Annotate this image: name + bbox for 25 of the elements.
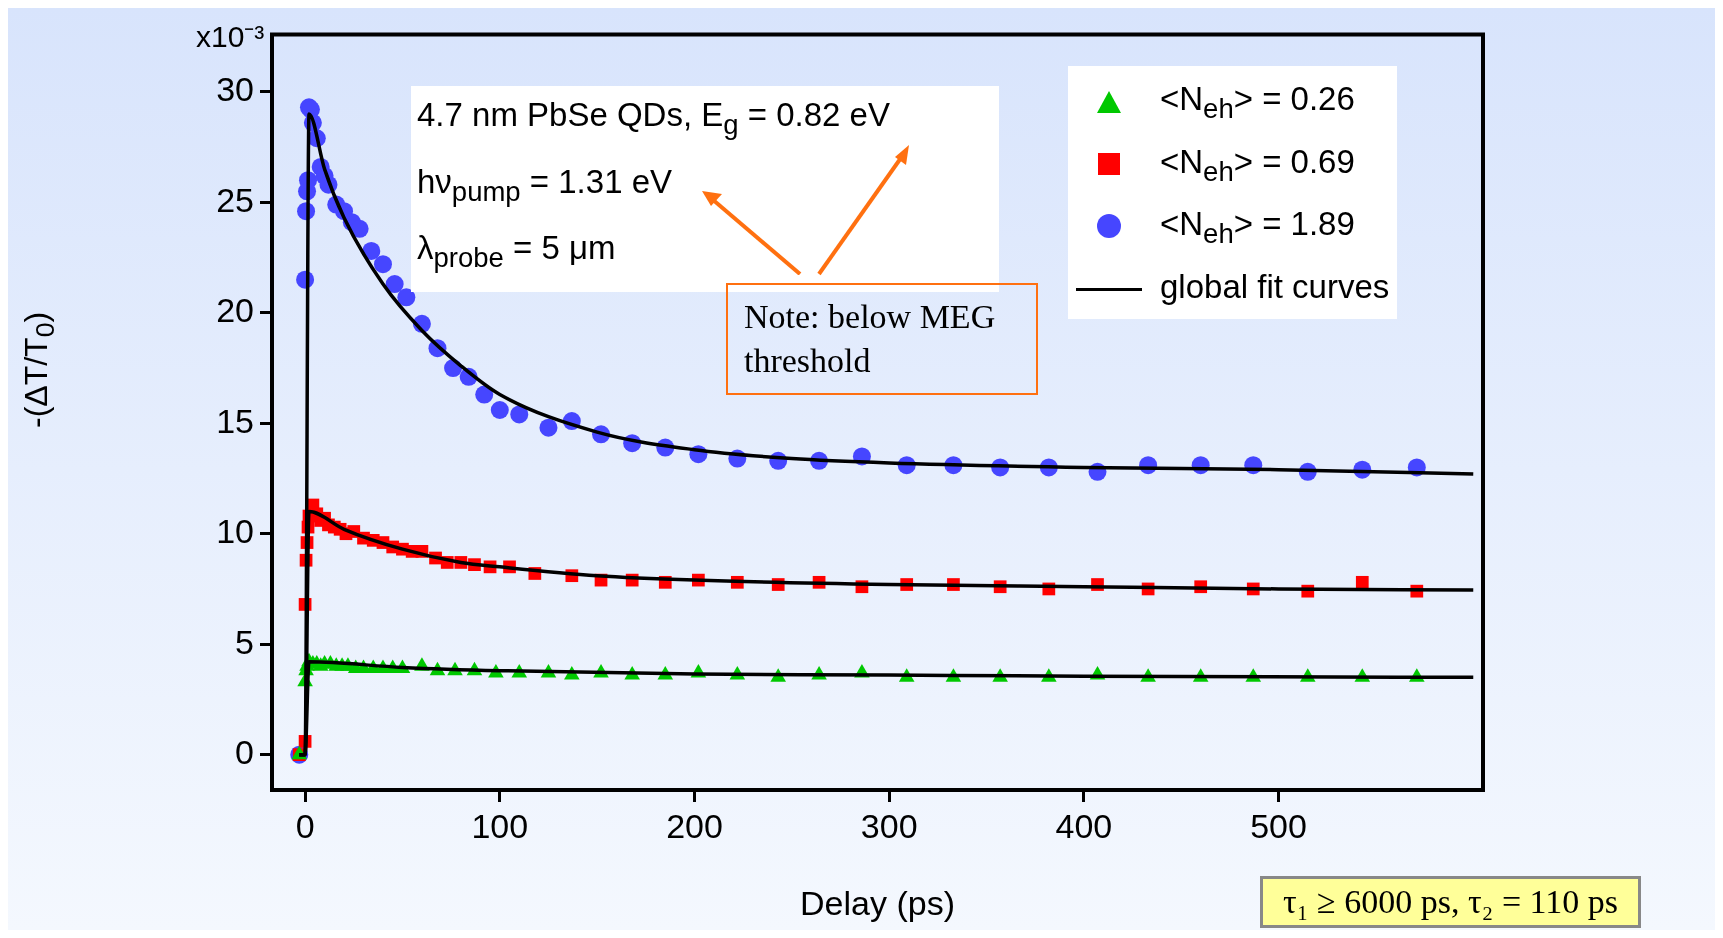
annotation: hν$_{pump}$ = 1.31 eV <box>417 161 674 209</box>
text: τ₁ ≥ 6000 ps, τ₂ = 110 ps <box>1260 876 1642 928</box>
y-tick-label: 25 <box>216 180 254 219</box>
legend-label: <N$_{eh}$> = 0.69 <box>1160 142 1355 187</box>
y-tick-label: 20 <box>216 291 254 330</box>
x-tick-label: 200 <box>666 806 723 845</box>
text: x10⁻³ <box>196 20 265 54</box>
x-tick-label: 100 <box>471 806 529 845</box>
x-tick-label: 0 <box>295 806 315 845</box>
x-tick-label: 500 <box>1250 806 1307 845</box>
x-tick-label: 300 <box>860 806 918 845</box>
y-tick-label: 10 <box>216 512 254 551</box>
x-tick-label: 400 <box>1055 806 1113 845</box>
legend-label: <N$_{eh}$> = 0.26 <box>1160 80 1355 124</box>
legend-label: global fit curves <box>1160 267 1390 305</box>
annotation: λ$_{probe}$ = 5 μm <box>417 228 617 275</box>
y-tick-label: 30 <box>216 70 254 109</box>
y-tick-label: 5 <box>235 622 254 661</box>
y-tick-label: 15 <box>216 401 254 440</box>
legend-label: <N$_{eh}$> = 1.89 <box>1160 205 1355 249</box>
annotation: 4.7 nm PbSe QDs, E$_{g}$ = 0.82 eV <box>417 95 891 142</box>
annotation: Note: below MEG threshold <box>726 283 1038 395</box>
y-tick-label: 0 <box>235 733 254 772</box>
text-panel: 4.7 nm PbSe QDs, E$_{g}$ = 0.82 eV hν$_{pump}$ = 1.31 eV λ$_{probe}$ = 5 μm <box>411 86 999 292</box>
x-axis-title: Delay (ps) <box>800 883 955 922</box>
